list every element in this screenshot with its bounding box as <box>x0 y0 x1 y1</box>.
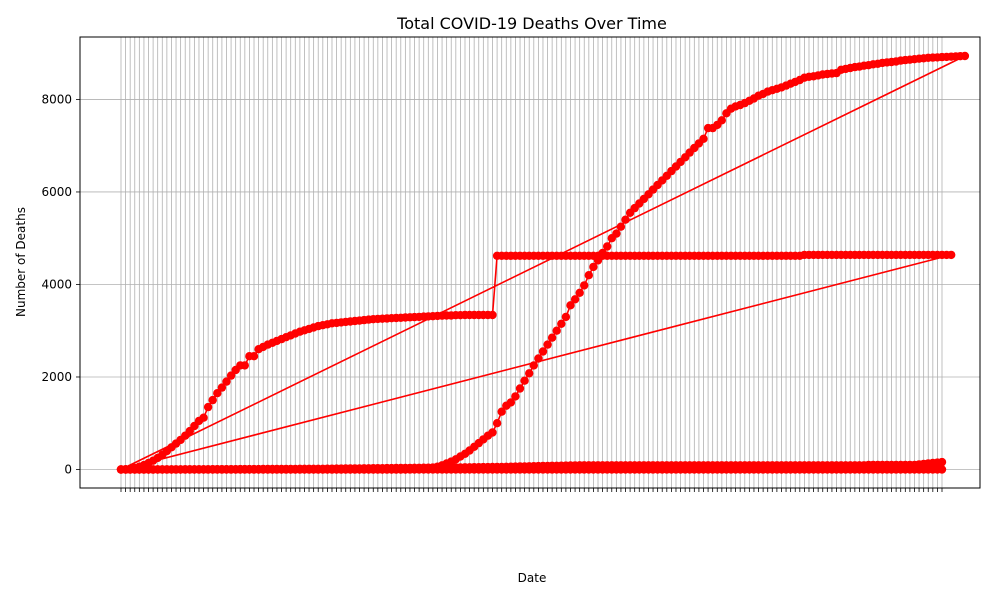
series-markers <box>116 51 970 474</box>
data-point <box>249 352 259 361</box>
data-point <box>593 256 603 265</box>
data-point <box>960 51 970 61</box>
x-gridlines <box>120 37 943 488</box>
data-point <box>217 383 227 392</box>
data-point <box>552 326 561 335</box>
data-point <box>937 465 947 474</box>
data-point <box>199 413 208 422</box>
data-point <box>947 250 956 260</box>
data-point <box>584 271 593 280</box>
data-point <box>222 377 231 386</box>
y-tick-label: 6000 <box>41 185 72 199</box>
data-point <box>492 419 502 428</box>
y-axis-ticks: 0 2000 4000 6000 8000 <box>41 92 80 476</box>
chart-title: Total COVID-19 Deaths Over Time <box>396 14 667 33</box>
data-point <box>534 354 543 363</box>
data-point <box>538 347 548 356</box>
data-point <box>612 229 621 238</box>
data-point <box>616 222 626 231</box>
plot-frame <box>79 36 981 489</box>
data-point <box>511 392 520 401</box>
y-tick-label: 0 <box>64 462 72 476</box>
data-point <box>575 288 584 297</box>
data-point <box>525 369 534 378</box>
data-point <box>699 134 708 143</box>
data-point <box>203 402 213 412</box>
data-point <box>497 407 506 416</box>
data-point <box>621 215 630 224</box>
y-axis-label: Number of Deaths <box>14 207 28 317</box>
data-point <box>580 281 589 290</box>
data-point <box>515 384 525 393</box>
data-point <box>208 395 217 405</box>
data-point <box>557 319 566 328</box>
data-point <box>488 428 497 437</box>
data-point <box>937 457 947 467</box>
data-point <box>589 262 598 272</box>
data-point <box>240 361 249 370</box>
data-point <box>520 376 529 385</box>
data-point <box>547 333 557 342</box>
data-point <box>561 312 571 322</box>
data-point <box>488 310 497 320</box>
data-point <box>603 242 612 251</box>
data-point <box>566 301 575 310</box>
y-tick-label: 4000 <box>41 277 72 291</box>
data-point <box>570 295 580 304</box>
y-tick-label: 2000 <box>41 370 72 384</box>
x-axis-ticks <box>120 488 943 492</box>
data-point <box>506 398 516 407</box>
data-point <box>213 389 222 398</box>
data-point <box>717 116 726 125</box>
data-point <box>543 340 552 349</box>
data-point <box>226 371 236 380</box>
y-tick-label: 8000 <box>41 92 72 106</box>
data-point <box>598 248 607 258</box>
x-axis-label: Date <box>518 571 547 585</box>
data-point <box>529 361 538 370</box>
